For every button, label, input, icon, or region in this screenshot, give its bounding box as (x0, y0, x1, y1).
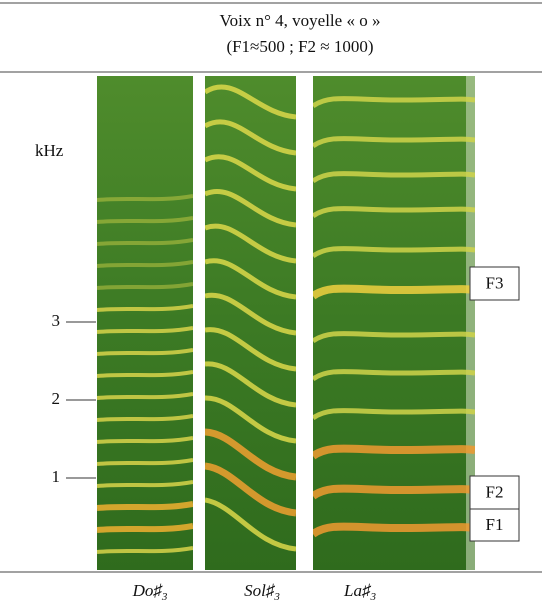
harmonic-band (205, 223, 296, 264)
panel-edge (466, 76, 475, 570)
axis-unit: kHz (35, 141, 64, 160)
harmonic-band (313, 444, 475, 460)
harmonic-band (313, 284, 475, 300)
spectrogram-panel (97, 76, 193, 570)
harmonic-band (205, 395, 296, 444)
formant-box (469, 508, 520, 542)
note-label: La♯3 (343, 581, 376, 603)
harmonics (313, 96, 475, 538)
harmonic-band (205, 119, 296, 156)
harmonic-band (97, 392, 193, 400)
harmonic-band (313, 369, 475, 382)
harmonic-band (313, 484, 475, 500)
note-name: La♯ (343, 581, 372, 600)
subtitle: (F1≈500 ; F2 ≈ 1000) (226, 37, 373, 56)
harmonic-band (313, 136, 475, 149)
note-octave: 3 (273, 591, 280, 603)
harmonics (205, 84, 296, 552)
note-label: Sol♯3 (244, 581, 280, 603)
formant-label: F1 (486, 515, 504, 534)
y-tick-label: 2 (52, 389, 61, 408)
harmonic-band (313, 171, 475, 184)
harmonic-band (205, 428, 296, 481)
harmonic-band (313, 246, 475, 259)
spectrogram-panel (313, 76, 475, 570)
harmonic-band (205, 327, 296, 372)
harmonic-band (205, 258, 296, 300)
title: Voix n° 4, voyelle « o » (220, 11, 381, 30)
note-octave: 3 (161, 591, 168, 603)
harmonic-band (97, 523, 193, 533)
harmonic-band (97, 370, 193, 378)
formant-box (469, 266, 520, 301)
harmonic-band (97, 194, 193, 202)
harmonic-band (313, 408, 475, 421)
harmonic-band (97, 216, 193, 224)
harmonic-band (97, 501, 193, 511)
harmonics (97, 194, 193, 554)
harmonic-band (205, 292, 296, 336)
harmonic-band (205, 361, 296, 408)
formant-label: F3 (486, 273, 504, 292)
harmonic-band (97, 260, 193, 268)
spectrograms (97, 76, 475, 570)
harmonic-band (205, 462, 296, 517)
harmonic-band (313, 96, 475, 109)
harmonic-band (205, 189, 296, 228)
harmonic-band (313, 206, 475, 219)
harmonic-band (205, 497, 296, 552)
harmonic-band (97, 436, 193, 444)
harmonic-band (205, 84, 296, 120)
harmonic-band (97, 326, 193, 334)
note-label: Do♯3 (132, 581, 168, 603)
note-octave: 3 (369, 591, 376, 603)
note-name: Sol♯ (244, 581, 276, 600)
harmonic-band (313, 331, 475, 344)
note-name: Do♯ (132, 581, 164, 600)
harmonic-band (97, 282, 193, 290)
harmonic-band (97, 546, 193, 554)
harmonic-band (97, 238, 193, 246)
harmonic-band (97, 480, 193, 488)
harmonic-band (205, 154, 296, 192)
harmonic-band (313, 522, 475, 538)
harmonic-band (97, 348, 193, 356)
harmonic-band (97, 414, 193, 422)
y-tick-label: 3 (52, 311, 61, 330)
formant-label: F2 (486, 482, 504, 501)
harmonic-band (97, 458, 193, 466)
harmonic-band (97, 304, 193, 312)
y-tick-label: 1 (52, 467, 61, 486)
